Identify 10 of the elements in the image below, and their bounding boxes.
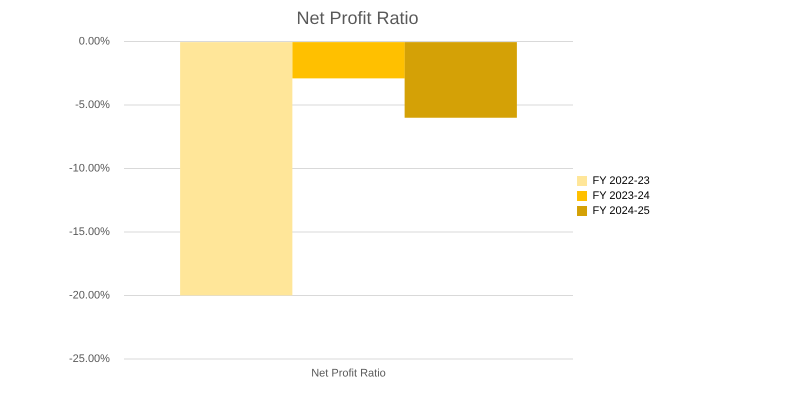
chart-title: Net Profit Ratio xyxy=(296,8,419,28)
y-tick-label: -10.00% xyxy=(68,162,110,175)
legend-label: FY 2024-25 xyxy=(592,205,650,218)
y-tick-label: -15.00% xyxy=(68,226,110,238)
y-tick-label: -20.00% xyxy=(68,289,110,302)
y-tick-label: -25.00% xyxy=(68,352,110,365)
y-tick-label: -5.00% xyxy=(75,99,110,112)
legend-label: FY 2022-23 xyxy=(592,175,650,188)
legend-label: FY 2023-24 xyxy=(592,190,650,202)
y-tick-label: 0.00% xyxy=(78,36,110,48)
